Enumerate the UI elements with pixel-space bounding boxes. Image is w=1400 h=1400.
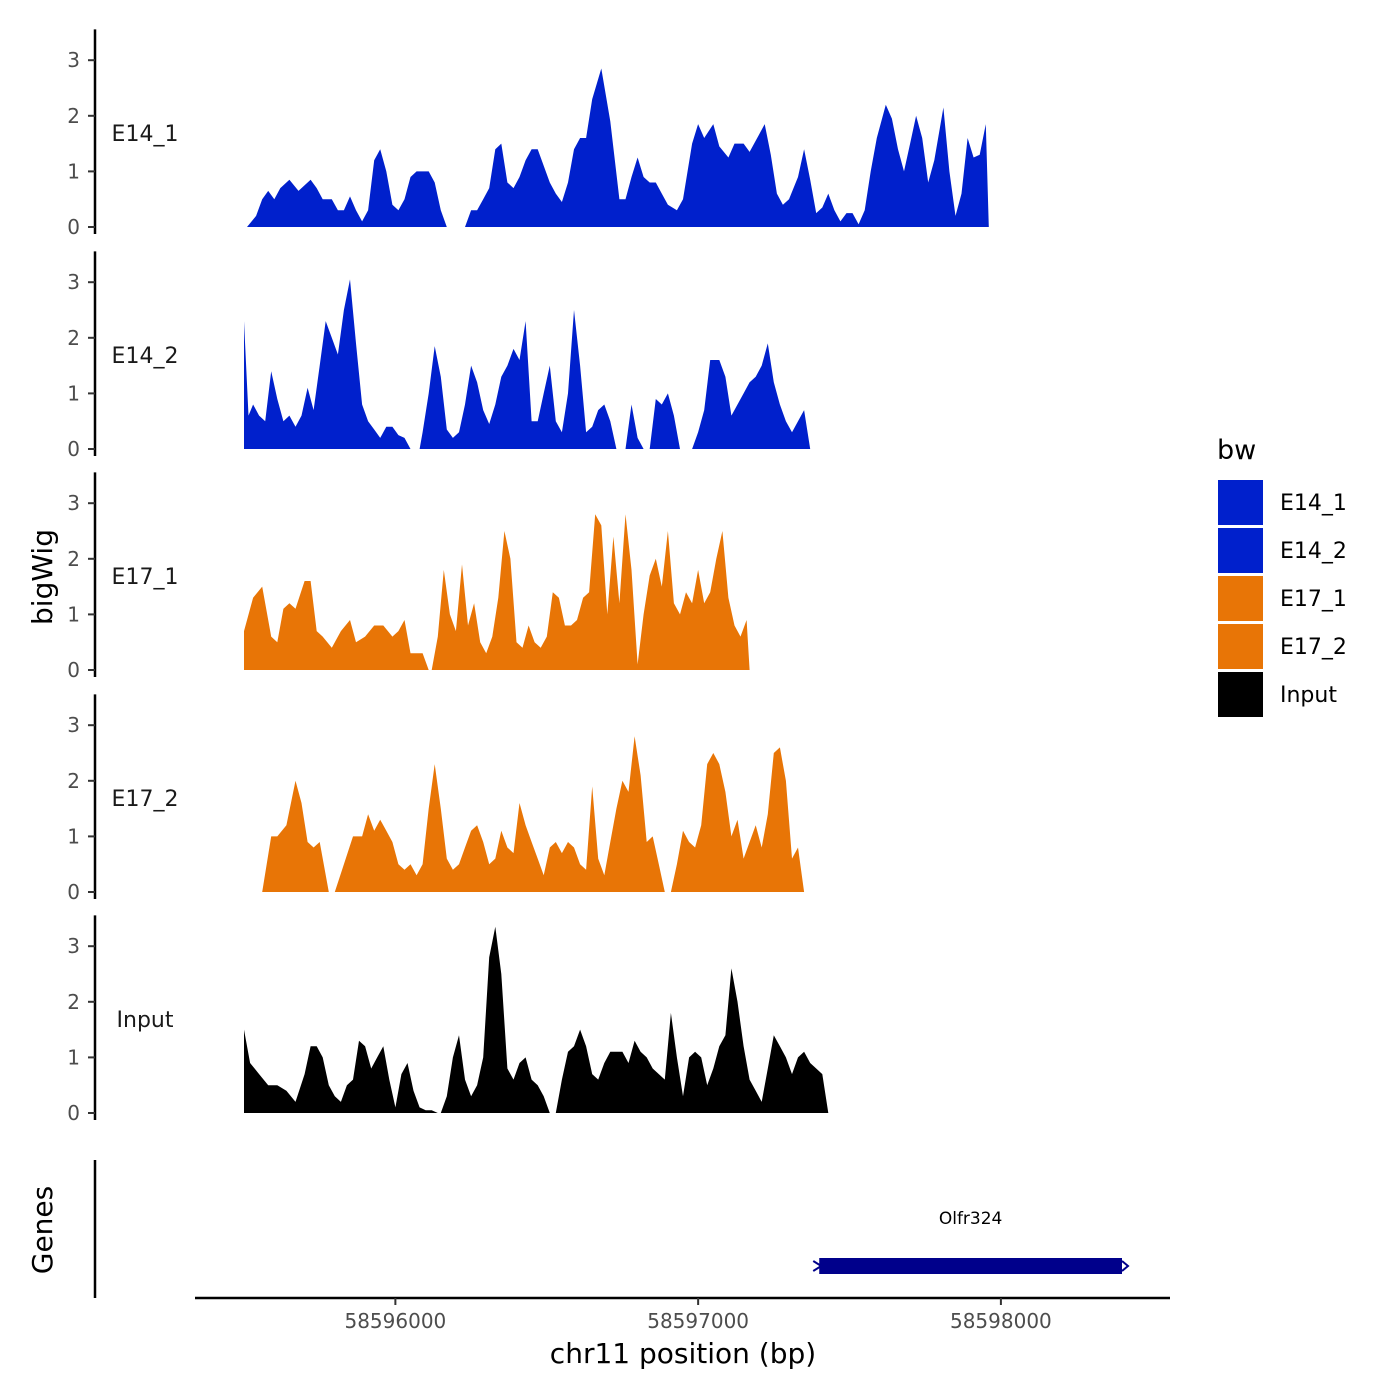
track-e14-1: 0 1 2 3 E14_1 (67, 29, 989, 239)
signal-tracks: 0 1 2 3 E14_1 0 1 2 3 E14_2 0 1 2 3 E17_1 0 1 2 3 E17_2 0 1 2 3… (67, 29, 989, 1125)
signal-area (649, 393, 680, 449)
y-tick-label: 3 (67, 491, 80, 515)
gene-strand-arrows (812, 1260, 1130, 1272)
track-label: Input (117, 1008, 174, 1033)
y-tick-label: 3 (67, 713, 80, 737)
y-tick-label: 2 (67, 990, 80, 1014)
signal-area (244, 1029, 438, 1113)
legend-swatch (1218, 672, 1263, 717)
y-tick-label: 2 (67, 326, 80, 350)
y-tick-label: 3 (67, 48, 80, 72)
legend-swatch (1218, 528, 1263, 573)
legend-swatch (1218, 624, 1263, 669)
track-label: E14_1 (112, 122, 179, 147)
signal-area (419, 310, 617, 449)
legend-swatch (1218, 480, 1263, 525)
y-tick-label: 1 (67, 159, 80, 183)
y-tick-label: 0 (67, 1101, 80, 1125)
legend-label: E14_2 (1280, 539, 1347, 564)
y-axis-title: bigWig (26, 529, 59, 625)
track-e14-2: 0 1 2 3 E14_2 (67, 251, 811, 461)
signal-area (670, 747, 805, 892)
y-tick-label: 1 (67, 824, 80, 848)
track-label: E14_2 (112, 344, 179, 369)
signal-area (465, 68, 989, 227)
track-label: E17_2 (112, 787, 179, 812)
legend-label: E17_2 (1280, 635, 1347, 660)
x-axis: 58596000 58597000 58598000 chr11 position … (195, 1296, 1170, 1370)
x-axis-ticks: 58596000 58597000 58598000 (344, 1298, 1052, 1333)
y-tick-label: 1 (67, 1045, 80, 1069)
y-tick-label: 2 (67, 769, 80, 793)
y-tick-label: 3 (67, 270, 80, 294)
x-tick-label: 58596000 (344, 1309, 446, 1333)
signal-area (555, 968, 829, 1113)
signal-area (262, 780, 329, 892)
track-label: E17_1 (112, 565, 179, 590)
y-tick-label: 2 (67, 104, 80, 128)
signal-area (247, 149, 447, 227)
genes-track-title: Genes (26, 1186, 59, 1274)
y-tick-label: 0 (67, 880, 80, 904)
y-tick-label: 0 (67, 658, 80, 682)
genes-track: Genes Olfr324 (26, 1160, 1130, 1298)
signal-area (244, 581, 429, 670)
legend-entries: E14_1 E14_2 E17_1 E17_2 Input (1218, 480, 1347, 717)
track-e17-1: 0 1 2 3 E17_1 (67, 472, 750, 682)
signal-area (334, 736, 665, 892)
legend-title: bw (1217, 435, 1256, 466)
legend-label: Input (1280, 683, 1337, 708)
y-tick-label: 0 (67, 437, 80, 461)
signal-area (440, 926, 550, 1113)
legend-label: E17_1 (1280, 587, 1347, 612)
y-tick-label: 3 (67, 934, 80, 958)
y-tick-label: 1 (67, 602, 80, 626)
gene-label: Olfr324 (939, 1209, 1003, 1229)
gene-bar (819, 1258, 1122, 1274)
y-tick-label: 2 (67, 547, 80, 571)
x-axis-title: chr11 position (bp) (550, 1337, 816, 1370)
legend: bw E14_1 E14_2 E17_1 E17_2 Input (1217, 435, 1347, 717)
signal-area (431, 514, 750, 670)
signal-area (625, 404, 644, 449)
signal-area (692, 343, 811, 449)
legend-swatch (1218, 576, 1263, 621)
x-tick-label: 58598000 (950, 1309, 1052, 1333)
legend-label: E14_1 (1280, 491, 1347, 516)
track-input: 0 1 2 3 Input (67, 915, 829, 1125)
signal-area (244, 279, 411, 449)
x-tick-label: 58597000 (647, 1309, 749, 1333)
gene-marks: Olfr324 (812, 1209, 1130, 1274)
track-e17-2: 0 1 2 3 E17_2 (67, 694, 805, 904)
y-tick-label: 1 (67, 381, 80, 405)
y-tick-label: 0 (67, 215, 80, 239)
